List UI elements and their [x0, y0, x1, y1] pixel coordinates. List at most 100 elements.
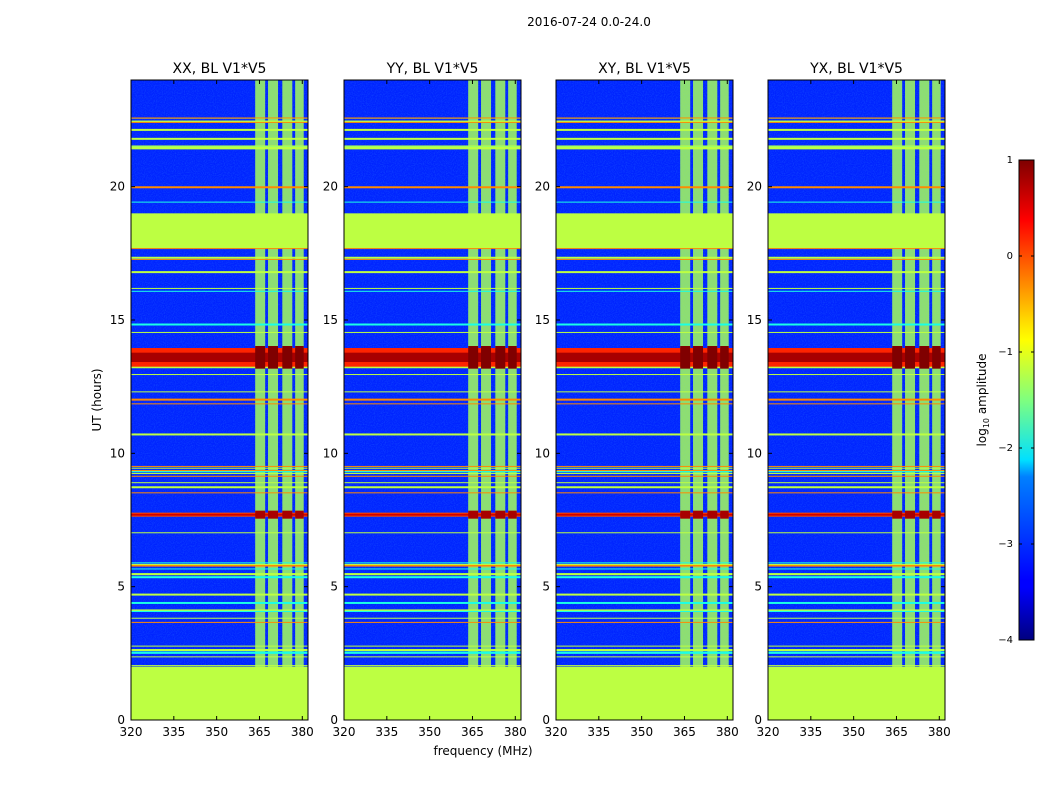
- ut-stripe: [344, 290, 521, 292]
- ut-stripe: [344, 391, 521, 393]
- ut-stripe: [556, 562, 733, 564]
- ut-stripe: [556, 649, 733, 652]
- ut-stripe: [768, 475, 945, 477]
- ut-stripe: [344, 120, 521, 123]
- ut-stripe: [131, 482, 308, 484]
- ut-stripe: [556, 645, 733, 647]
- rfi-burst-band: [707, 510, 718, 519]
- ut-stripe: [131, 656, 308, 658]
- rfi-burst-band: [468, 510, 479, 519]
- x-tick-label: 320: [757, 725, 780, 739]
- rfi-burst-core: [344, 352, 521, 362]
- panel-plot-area: [768, 80, 945, 720]
- panel-2: YY, BL V1*V5 320 335 350 365 380 0 5 10 15 20: [323, 61, 527, 739]
- ut-stripe: [344, 148, 521, 150]
- flagged-range: [556, 213, 733, 248]
- ut-stripe: [768, 433, 945, 436]
- ut-stripe: [768, 148, 945, 150]
- ut-stripe: [768, 403, 945, 405]
- colorbar-tick-label: −2: [998, 443, 1013, 454]
- panel-frame: [555, 79, 734, 721]
- rfi-burst-band: [720, 510, 729, 519]
- ut-stripe: [556, 486, 733, 489]
- ut-stripe: [556, 145, 733, 147]
- ut-stripe: [344, 621, 521, 623]
- ut-stripe: [131, 492, 308, 494]
- ut-stripe: [768, 573, 945, 576]
- y-tick-label: 5: [330, 580, 338, 594]
- ut-stripe: [768, 121, 945, 123]
- y-tick-label: 10: [110, 446, 125, 460]
- ut-stripe: [131, 576, 308, 579]
- panel-1: XX, BL V1*V5 320 335 350 365 380 0 5 10 15 20: [110, 61, 314, 739]
- x-axis-label: frequency (MHz): [433, 744, 532, 758]
- ut-stripe: [131, 563, 308, 565]
- ut-stripe: [556, 563, 733, 565]
- ut-stripe: [344, 486, 521, 489]
- rfi-burst-core: [131, 352, 308, 362]
- ut-stripe: [768, 465, 945, 467]
- ut-stripe: [768, 120, 945, 123]
- ut-stripe: [556, 290, 733, 292]
- x-tick-label: 320: [333, 725, 356, 739]
- ut-stripe: [344, 568, 521, 570]
- ut-stripe: [131, 593, 308, 596]
- rfi-burst-band: [481, 346, 492, 369]
- flagged-range: [344, 666, 521, 720]
- x-tick-label: 335: [799, 725, 822, 739]
- rfi-burst-band: [892, 510, 903, 519]
- ut-stripe: [556, 256, 733, 259]
- ut-stripe: [768, 656, 945, 658]
- rfi-burst-band: [905, 346, 916, 369]
- ut-stripe: [768, 331, 945, 333]
- ut-stripe: [131, 403, 308, 405]
- ut-stripe: [131, 562, 308, 564]
- ut-stripe: [556, 148, 733, 150]
- flagged-range: [344, 213, 521, 248]
- ut-stripe: [556, 475, 733, 477]
- rfi-burst-band: [892, 346, 903, 369]
- ut-stripe: [344, 645, 521, 647]
- ut-stripe: [556, 573, 733, 576]
- ut-stripe: [131, 248, 308, 250]
- ut-stripe: [344, 564, 521, 567]
- ut-stripe: [768, 470, 945, 472]
- rfi-burst-band: [508, 510, 517, 519]
- ut-stripe: [768, 271, 945, 274]
- ut-stripe: [556, 467, 733, 469]
- ut-stripe: [556, 323, 733, 326]
- rfi-burst-band: [295, 346, 304, 369]
- ut-stripe: [768, 473, 945, 475]
- x-tick-label: 320: [120, 725, 143, 739]
- ut-stripe: [344, 470, 521, 473]
- colorbar-label-rest: amplitude: [975, 354, 989, 418]
- x-tick-label: 380: [716, 725, 739, 739]
- ut-stripe: [768, 146, 945, 149]
- ut-stripe: [131, 148, 308, 150]
- x-tick-label: 365: [885, 725, 908, 739]
- colorbar-tick-label: 0: [1007, 251, 1013, 262]
- ut-stripe: [131, 467, 308, 469]
- ut-stripe: [344, 467, 521, 469]
- ut-stripe: [131, 146, 308, 149]
- ut-stripe: [768, 562, 945, 564]
- colorbar-tick-label: −1: [998, 347, 1013, 358]
- ut-stripe: [556, 621, 733, 623]
- ut-stripe: [131, 645, 308, 647]
- ut-stripe: [344, 258, 521, 260]
- rfi-burst-band: [255, 510, 266, 519]
- ut-stripe: [131, 609, 308, 611]
- panel-title: YX, BL V1*V5: [809, 61, 903, 77]
- rfi-burst-band: [268, 510, 279, 519]
- panel-3: XY, BL V1*V5 320 335 350 365 380 0 5 10 15 20: [535, 61, 739, 739]
- x-tick-label: 365: [461, 725, 484, 739]
- ut-stripe: [768, 467, 945, 469]
- x-tick-label: 350: [205, 725, 228, 739]
- ut-stripe: [344, 656, 521, 658]
- ut-stripe: [768, 649, 945, 652]
- ut-stripe: [344, 121, 521, 123]
- ut-stripe: [556, 366, 733, 369]
- ut-stripe: [768, 117, 945, 119]
- ut-stripe: [131, 366, 308, 369]
